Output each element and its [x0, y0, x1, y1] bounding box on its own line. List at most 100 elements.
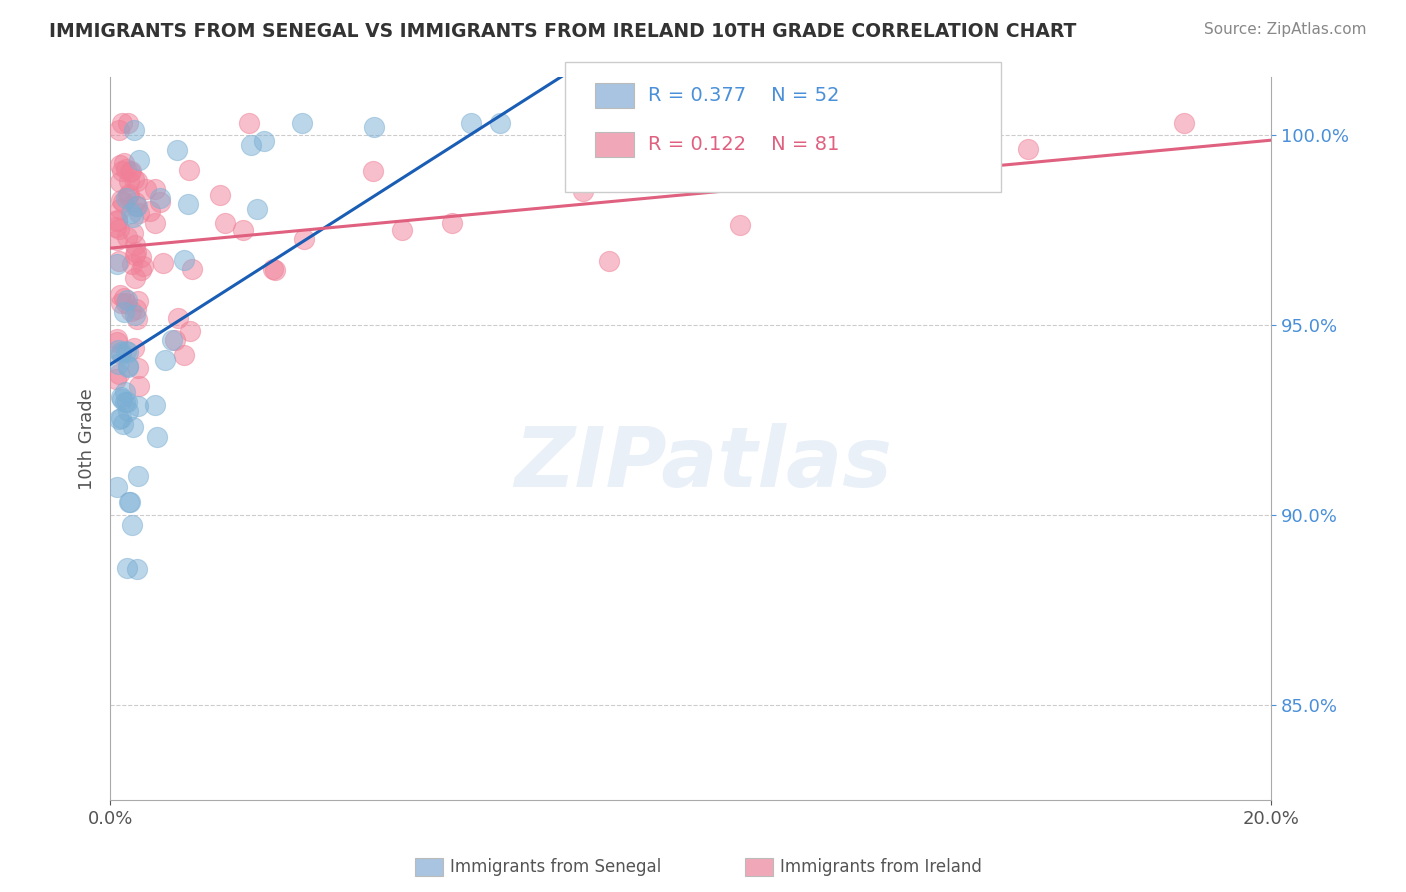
Y-axis label: 10th Grade: 10th Grade — [79, 388, 96, 490]
Point — [209, 188, 232, 202]
Point — [115, 394, 138, 409]
Point — [107, 343, 129, 357]
Point — [441, 216, 464, 230]
Point — [129, 262, 152, 277]
Point — [127, 399, 149, 413]
Point — [253, 134, 276, 148]
Text: Immigrants from Senegal: Immigrants from Senegal — [450, 858, 661, 876]
Point — [128, 153, 150, 167]
Point — [363, 164, 385, 178]
Point — [124, 308, 146, 322]
Point — [177, 196, 200, 211]
Point — [152, 256, 174, 270]
Point — [111, 164, 134, 178]
Point — [628, 116, 651, 130]
Point — [143, 398, 166, 412]
Point — [122, 210, 145, 224]
Point — [115, 344, 138, 359]
Point — [728, 218, 751, 232]
Point — [122, 123, 145, 137]
Point — [108, 253, 131, 268]
Point — [1173, 116, 1195, 130]
Point — [181, 262, 204, 277]
Point — [124, 237, 146, 252]
Point — [292, 232, 315, 246]
Point — [460, 116, 482, 130]
Point — [115, 161, 138, 176]
Point — [173, 252, 195, 267]
Point — [129, 250, 152, 264]
Point — [105, 214, 128, 228]
Text: ZIPatlas: ZIPatlas — [515, 424, 891, 504]
Point — [598, 254, 620, 268]
Point — [143, 216, 166, 230]
Point — [125, 311, 148, 326]
Point — [117, 359, 139, 373]
Text: R = 0.377    N = 52: R = 0.377 N = 52 — [648, 86, 839, 105]
Point — [124, 248, 146, 262]
Point — [108, 368, 131, 382]
Point — [105, 332, 128, 346]
Point — [105, 220, 128, 235]
Point — [128, 378, 150, 392]
Point — [214, 216, 236, 230]
Point — [246, 202, 269, 217]
Point — [124, 244, 146, 259]
Point — [107, 257, 129, 271]
Point — [238, 116, 260, 130]
Point — [110, 347, 132, 361]
Point — [110, 116, 132, 130]
Point — [628, 116, 651, 130]
Point — [108, 202, 131, 216]
Point — [105, 212, 128, 227]
Point — [107, 357, 129, 371]
Point — [108, 158, 131, 172]
Point — [179, 324, 201, 338]
Point — [108, 175, 131, 189]
Point — [111, 194, 134, 209]
Point — [117, 360, 139, 375]
Point — [121, 257, 143, 271]
Point — [125, 561, 148, 575]
Point — [262, 261, 284, 276]
Point — [127, 469, 149, 483]
Point — [167, 311, 190, 326]
Point — [1017, 142, 1039, 156]
Point — [124, 195, 146, 210]
Point — [120, 164, 142, 178]
Point — [240, 137, 263, 152]
Point — [125, 199, 148, 213]
Point — [108, 288, 131, 302]
Point — [114, 384, 136, 399]
Point — [108, 222, 131, 236]
Point — [132, 260, 155, 274]
Text: IMMIGRANTS FROM SENEGAL VS IMMIGRANTS FROM IRELAND 10TH GRADE CORRELATION CHART: IMMIGRANTS FROM SENEGAL VS IMMIGRANTS FR… — [49, 22, 1077, 41]
Point — [112, 291, 135, 305]
Point — [115, 295, 138, 310]
Point — [118, 495, 141, 509]
Point — [107, 233, 129, 247]
Point — [128, 205, 150, 219]
Point — [363, 120, 385, 134]
Point — [263, 262, 285, 277]
Point — [118, 173, 141, 187]
Point — [114, 395, 136, 409]
Point — [163, 333, 186, 347]
Point — [105, 480, 128, 494]
Point — [125, 199, 148, 213]
Point — [127, 361, 149, 376]
Point — [105, 372, 128, 386]
Point — [110, 390, 132, 404]
Point — [125, 302, 148, 317]
Point — [127, 174, 149, 188]
Point — [118, 165, 141, 179]
Text: R = 0.122    N = 81: R = 0.122 N = 81 — [648, 135, 839, 154]
Point — [173, 348, 195, 362]
Point — [143, 182, 166, 196]
Point — [112, 156, 135, 170]
Point — [149, 191, 172, 205]
Point — [117, 404, 139, 418]
Point — [124, 271, 146, 285]
Point — [111, 417, 134, 431]
Point — [117, 344, 139, 359]
